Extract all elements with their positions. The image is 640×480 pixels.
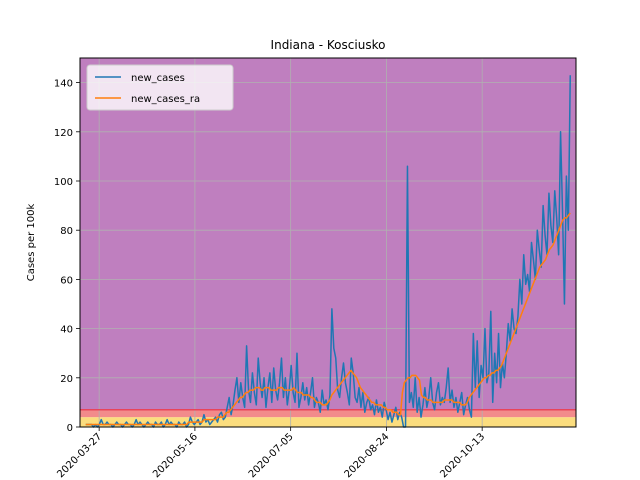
legend: new_cases new_cases_ra (86, 64, 234, 111)
series-line-new_cases (85, 75, 571, 428)
y-tick-label: 140 (54, 79, 73, 90)
band-0 (80, 417, 576, 427)
band-2 (80, 58, 576, 410)
y-tick-label: 0 (67, 423, 73, 434)
legend-box (86, 64, 234, 111)
y-tick-label: 60 (60, 275, 73, 286)
legend-label-new_cases_ra: new_cases_ra (131, 94, 200, 105)
series-layer (85, 75, 571, 428)
band-1 (80, 409, 576, 418)
y-axis-label: Cases per 100k (26, 204, 37, 282)
y-tick-label: 20 (60, 374, 73, 385)
y-tick-label: 40 (60, 325, 73, 336)
bands (80, 58, 576, 427)
series-line-new_cases_ra (85, 212, 571, 426)
y-tick-label: 100 (54, 177, 73, 188)
y-axis: 0 20 40 60 80 100 120 140 (54, 79, 80, 434)
legend-label-new_cases: new_cases (131, 73, 185, 84)
y-tick-label: 80 (60, 226, 73, 237)
y-tick-label: 120 (54, 128, 73, 139)
plot-frame (79, 57, 577, 428)
chart-title: Indiana - Kosciusko (271, 38, 386, 52)
plot-area (79, 57, 577, 428)
